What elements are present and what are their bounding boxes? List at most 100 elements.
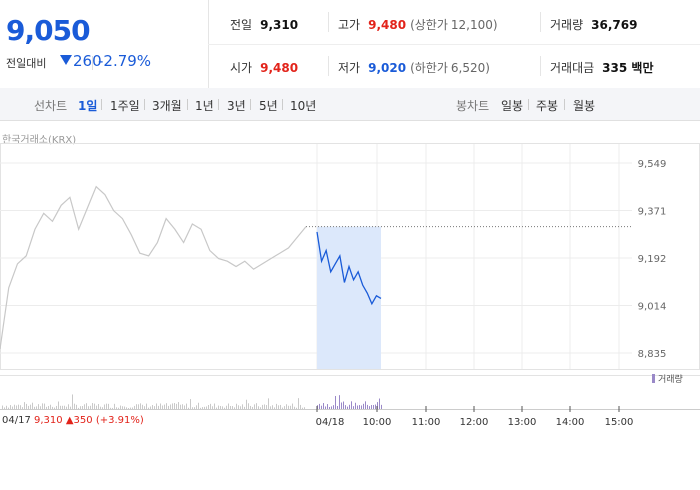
- volume-bar: [128, 407, 129, 409]
- volume-bar: [198, 402, 199, 409]
- volume-bar: [162, 405, 163, 409]
- volume-bar: [178, 402, 179, 409]
- volume-bar: [172, 403, 173, 409]
- volume-bar: [76, 404, 77, 409]
- volume-bar: [319, 403, 320, 409]
- volume-bar: [200, 407, 201, 409]
- volume-bar: [286, 404, 287, 409]
- volume-bar: [375, 404, 376, 409]
- amount-value: 335 백만: [602, 61, 654, 75]
- tab-1d[interactable]: 1일: [78, 99, 98, 113]
- volume-bar: [48, 405, 49, 409]
- volume-bar: [302, 407, 303, 409]
- volume-bar: [379, 398, 380, 409]
- tab-daily[interactable]: 일봉: [501, 99, 524, 113]
- volume-bar: [134, 405, 135, 409]
- volume-bar: [154, 406, 155, 409]
- volume-bar: [96, 405, 97, 409]
- volume-bar: [331, 406, 332, 409]
- volume-bar: [296, 407, 297, 409]
- volume-bar: [150, 406, 151, 409]
- volume-bar: [202, 407, 203, 409]
- volume-bar: [190, 399, 191, 409]
- volume-bar: [120, 405, 121, 409]
- volume-bar: [18, 404, 19, 409]
- volume-bar: [144, 406, 145, 409]
- volume-bar: [284, 406, 285, 409]
- volume-bar: [112, 407, 113, 409]
- high-value: 9,480: [368, 18, 407, 32]
- volume-bar: [327, 404, 328, 409]
- tab-monthly[interactable]: 월봉: [573, 99, 596, 113]
- volume-bar: [345, 405, 346, 409]
- prev-day-summary: 04/17 9,310 ▲350 (+3.91%): [2, 415, 144, 426]
- volume-bar: [52, 406, 53, 409]
- tab-3y[interactable]: 3년: [227, 99, 246, 113]
- volume-bar: [329, 406, 330, 409]
- volume-bar: [62, 405, 63, 409]
- volume-bar: [92, 403, 93, 409]
- volume-bar: [288, 405, 289, 409]
- prev-day-date: 04/17: [2, 415, 31, 426]
- volume-bar: [188, 407, 189, 409]
- volume-bar: [78, 407, 79, 409]
- volume-bar: [130, 407, 131, 409]
- candle-chart-label: 봉차트: [456, 99, 490, 113]
- volume-bar: [98, 404, 99, 409]
- volume-bar: [142, 404, 143, 409]
- volume-bar: [212, 406, 213, 409]
- amount-cell: 거래대금 335 백만: [550, 59, 653, 76]
- low-cell: 저가 9,020 (하한가 6,520): [338, 59, 490, 76]
- volume-bar: [300, 404, 301, 409]
- tab-3m[interactable]: 3개월: [152, 99, 182, 113]
- volume-bar: [341, 402, 342, 409]
- volume-bar: [50, 404, 51, 409]
- volume-bar: [349, 404, 350, 409]
- volume-bar: [122, 406, 123, 409]
- volume-bar: [68, 404, 69, 409]
- volume-bar: [70, 406, 71, 409]
- tab-1y[interactable]: 1년: [195, 99, 214, 113]
- open-cell: 시가 9,480: [230, 59, 298, 76]
- open-label: 시가: [230, 61, 253, 75]
- tab-10y[interactable]: 10년: [290, 99, 317, 113]
- chart-lines: [0, 185, 632, 350]
- volume-bar: [244, 406, 245, 409]
- tab-weekly[interactable]: 주봉: [536, 99, 559, 113]
- volume-bar: [64, 405, 65, 409]
- volume-bar: [363, 403, 364, 409]
- divider: [282, 99, 283, 110]
- volume-bars: [0, 375, 700, 410]
- volume-bar: [82, 406, 83, 409]
- divider: [101, 99, 102, 110]
- row-divider: [208, 44, 700, 45]
- volume-bar: [140, 403, 141, 409]
- prev-close-cell: 전일 9,310: [230, 16, 298, 33]
- volume-bar: [152, 404, 153, 409]
- y-tick-label: 9,014: [638, 302, 667, 313]
- volume-bar: [371, 405, 372, 409]
- volume-bar: [260, 407, 261, 409]
- volume-bar: [258, 406, 259, 409]
- volume-bar: [20, 405, 21, 409]
- x-tick-label: 12:00: [460, 417, 489, 428]
- upper-limit-value: 12,100): [450, 18, 498, 32]
- volume-bar: [343, 401, 344, 409]
- tab-5y[interactable]: 5년: [259, 99, 278, 113]
- volume-bar: [126, 407, 127, 409]
- today-line: [316, 231, 382, 306]
- volume-bar: [4, 407, 5, 409]
- volume-bar: [106, 403, 107, 409]
- volume-bar: [333, 405, 334, 409]
- volume-bar: [36, 406, 37, 409]
- volume-bar: [40, 406, 41, 409]
- volume-bar: [46, 406, 47, 409]
- x-tick-label: 14:00: [556, 417, 585, 428]
- tab-1w[interactable]: 1주일: [110, 99, 140, 113]
- change-label: 전일대비: [6, 57, 47, 70]
- volume-bar: [32, 402, 33, 409]
- volume-bar: [238, 405, 239, 409]
- volume-bar: [176, 403, 177, 409]
- volume-bar: [14, 404, 15, 409]
- volume-bar: [44, 403, 45, 409]
